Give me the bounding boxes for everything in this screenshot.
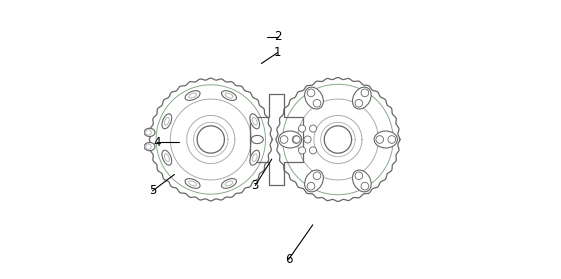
Text: 1: 1 xyxy=(274,46,282,59)
Circle shape xyxy=(388,136,396,143)
Circle shape xyxy=(292,136,300,143)
Ellipse shape xyxy=(278,131,302,148)
Ellipse shape xyxy=(185,179,200,188)
Circle shape xyxy=(293,136,300,143)
Ellipse shape xyxy=(144,128,155,136)
Circle shape xyxy=(304,136,311,143)
Ellipse shape xyxy=(250,150,260,165)
Ellipse shape xyxy=(252,117,257,125)
Circle shape xyxy=(376,136,384,143)
Ellipse shape xyxy=(164,117,169,125)
Circle shape xyxy=(280,136,288,143)
Circle shape xyxy=(310,147,316,154)
Text: 2: 2 xyxy=(274,30,282,44)
Ellipse shape xyxy=(251,135,263,144)
Ellipse shape xyxy=(352,87,371,109)
Ellipse shape xyxy=(185,91,200,100)
Ellipse shape xyxy=(162,150,172,165)
Text: 6: 6 xyxy=(285,253,292,266)
Ellipse shape xyxy=(162,114,172,129)
Circle shape xyxy=(355,172,362,180)
Circle shape xyxy=(298,147,306,154)
Ellipse shape xyxy=(374,131,397,148)
Ellipse shape xyxy=(250,114,260,129)
Circle shape xyxy=(146,130,151,135)
Ellipse shape xyxy=(352,170,371,192)
Circle shape xyxy=(361,182,369,190)
Circle shape xyxy=(310,125,316,132)
Circle shape xyxy=(307,182,315,190)
Ellipse shape xyxy=(252,154,257,162)
Ellipse shape xyxy=(225,181,233,186)
Ellipse shape xyxy=(188,181,196,186)
Ellipse shape xyxy=(222,179,237,188)
Circle shape xyxy=(313,99,321,107)
Circle shape xyxy=(313,172,321,180)
Ellipse shape xyxy=(188,93,196,98)
Ellipse shape xyxy=(164,154,169,162)
Circle shape xyxy=(361,89,369,97)
Text: 3: 3 xyxy=(252,179,259,192)
Circle shape xyxy=(307,89,315,97)
Circle shape xyxy=(298,125,306,132)
Text: 4: 4 xyxy=(153,136,160,149)
Circle shape xyxy=(355,99,362,107)
Circle shape xyxy=(146,144,151,149)
Ellipse shape xyxy=(305,87,323,109)
Text: 5: 5 xyxy=(149,184,156,198)
Ellipse shape xyxy=(305,170,323,192)
Ellipse shape xyxy=(222,91,237,100)
Ellipse shape xyxy=(225,93,233,98)
Ellipse shape xyxy=(144,143,155,151)
